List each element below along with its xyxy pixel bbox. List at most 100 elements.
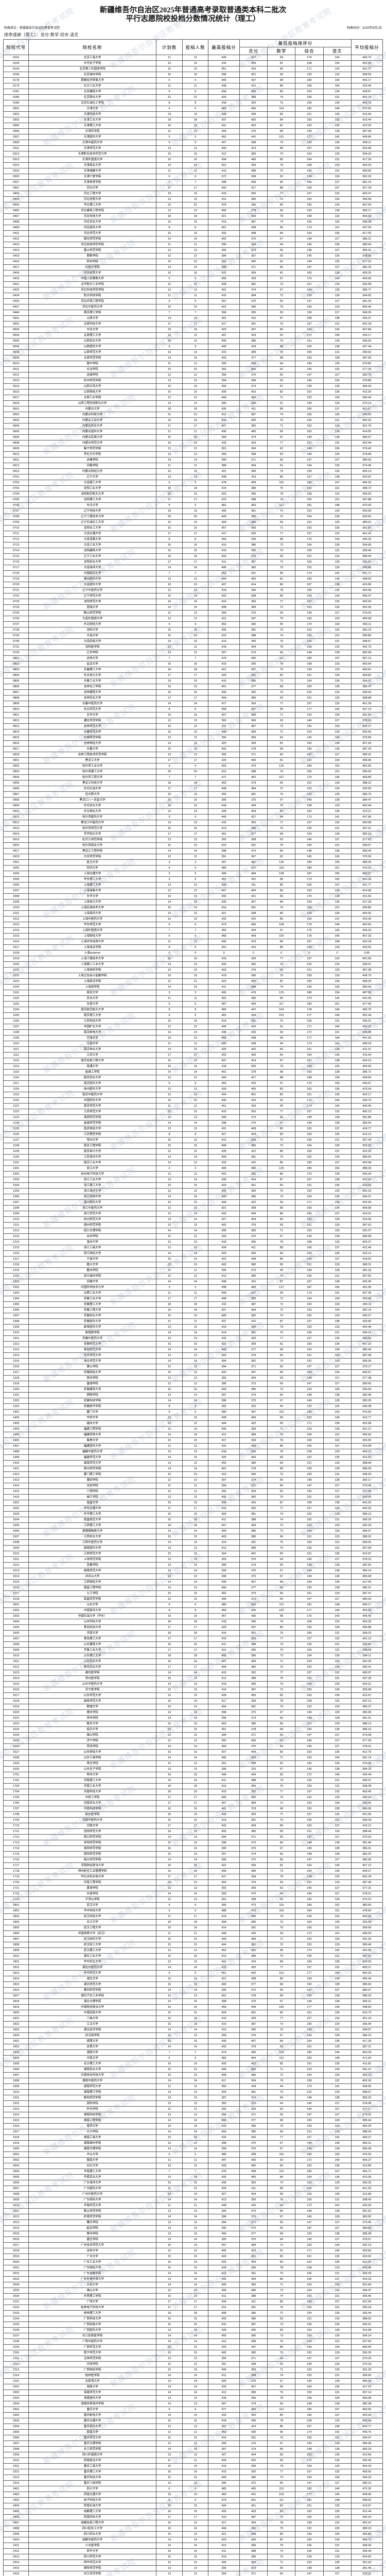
cell-code: 1511 [3,1556,29,1563]
cell-s2: 75 [267,1137,296,1143]
cell-avg: 399.14 [350,1330,383,1336]
cell-code: 1130 [3,1154,29,1160]
cell-max: 428 [207,389,240,395]
table-row: 2024 五邑大学 14 14 406 383 71 153 130 391.64 [3,2282,383,2288]
cell-plan: 15 [155,797,183,803]
cell-s4: 131 [323,1953,352,1959]
cell-s1: 371 [239,1364,268,1370]
table-row: 1627 山东财经大学 16 16 427 404 83 163 135 412.75 [3,1749,383,1755]
cell-max: 439 [207,1500,240,1506]
cell-count: 12 [182,253,208,259]
cell-name: 天津体育学院 [28,179,156,185]
cell-avg: 396.93 [350,1432,383,1438]
cell-s1: 374 [239,287,268,293]
cell-avg: 404.25 [350,2123,383,2129]
cell-plan: 19 [155,678,183,684]
cell-s2: 87 [267,1058,296,1064]
cell-plan: 15 [155,746,183,752]
cell-name: 嘉兴大学 [28,1262,156,1268]
table-row: 0605 内蒙古医科大学 11 11 430 405 83 163 135 414.55 [3,429,383,435]
table-row: 1802 华中科技大学 5 5 488 470 118 184 151 478.60 [3,1908,383,1914]
cell-s1: 461 [239,2497,268,2503]
table-row: 0405 河北建筑工程学院 12 12 405 378 69 150 128 389.17 [3,208,383,214]
cell-s1: 376 [239,1568,268,1574]
cell-max: 423 [207,740,240,747]
cell-code: 1219 [3,1267,29,1274]
table-row: 0917 黑龙江工程学院 14 14 398 374 66 148 128 383.43 [3,848,383,854]
cell-name: 长春师范大学 [28,729,156,735]
cell-s4: 140 [323,1024,352,1030]
cell-s1: 374 [239,848,268,854]
table-row: 2305 西南大学 12 12 452 430 95 174 142 440.75 [3,2429,383,2435]
cell-count: 15 [182,389,208,395]
cell-plan: 19 [155,791,183,798]
cell-s3: 157 [295,2469,324,2475]
table-row: 0726 大连外国语大学 13 13 421 397 79 159 133 405.08 [3,616,383,622]
cell-avg: 396.52 [350,412,383,418]
table-row: 1304 安徽工业大学 17 17 408 385 72 154 130 393.06 [3,1296,383,1302]
cell-avg: 444.29 [350,927,383,934]
cell-avg: 389.13 [350,1511,383,1517]
cell-s2: 68 [267,1981,296,1988]
cell-s2: 63 [267,2106,296,2112]
cell-s4: 132 [323,1964,352,1971]
cell-name: 淮北师范大学 [28,1358,156,1364]
cell-name: 江西农业大学 [28,1534,156,1540]
cell-max: 421 [207,2531,240,2537]
cell-avg: 413.77 [350,1415,383,1421]
cell-s4: 133 [323,973,352,979]
cell-name: 西南交通大学 [28,2492,156,2498]
cell-s1: 389 [239,168,268,174]
cell-s2: 69 [267,208,296,214]
cell-count: 5 [182,1409,208,1415]
cell-s4: 125 [323,463,352,469]
cell-avg: 432.45 [350,2458,383,2464]
cell-name: 安徽新华学院 [28,1403,156,1410]
cell-count: 13 [182,1545,208,1551]
cell-plan: 8 [155,1131,183,1138]
cell-code: 0513 [3,378,29,384]
cell-plan: 11 [155,361,183,367]
cell-count: 12 [182,2429,208,2435]
cell-s2: 73 [267,2021,296,2027]
cell-code: 1822 [3,2021,29,2027]
cell-s1: 392 [239,1505,268,1512]
cell-s3: 177 [295,1607,324,1614]
cell-max: 395 [207,1596,240,1602]
cell-s4: 143 [323,1613,352,1619]
cell-s3: 156 [295,1953,324,1959]
cell-s2: 90 [267,893,296,900]
cell-s3: 173 [295,1041,324,1047]
cell-plan: 12 [155,446,183,452]
cell-code: 1819 [3,2004,29,2010]
cell-s1: 387 [239,1301,268,1308]
cell-name: 泰山学院 [28,1732,156,1738]
cell-plan: 14 [155,1120,183,1126]
cell-s2: 65 [267,752,296,758]
cell-s3: 165 [295,1823,324,1829]
cell-s3: 135 [295,72,324,78]
cell-plan: 14 [155,701,183,707]
cell-plan: 4 [155,106,183,112]
cell-s3: 156 [295,2197,324,2203]
cell-count: 13 [182,2032,208,2039]
cell-name: 渤海大学 [28,604,156,611]
cell-code: 0802 [3,661,29,667]
cell-code: 2105 [3,2321,29,2328]
cell-avg: 393.13 [350,2072,383,2078]
cell-plan: 19 [155,417,183,423]
cell-s1: 368 [239,1760,268,1767]
cell-s1: 389 [239,1675,268,1682]
cell-s1: 378 [239,1806,268,1812]
cell-count: 16 [182,627,208,633]
cell-plan: 14 [155,1670,183,1676]
cell-s1: 388 [239,2293,268,2299]
cell-s4: 127 [323,718,352,724]
cell-name: 南昌师范学院 [28,1596,156,1602]
cell-code: 0508 [3,349,29,355]
cell-name: 台州学院 [28,1233,156,1240]
cell-s3: 147 [295,1483,324,1489]
table-row: 2005 华南农业大学 14 14 429 406 84 164 136 415.36 [3,2174,383,2180]
cell-s2: 80 [267,1976,296,1982]
cell-max: 417 [207,1874,240,1880]
